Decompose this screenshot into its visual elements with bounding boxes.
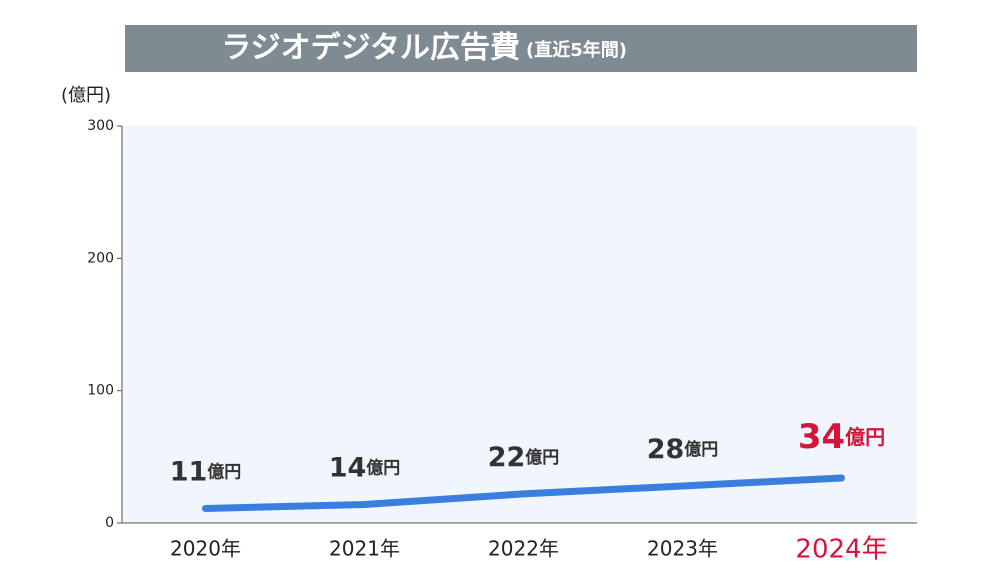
y-tick-label: 100 xyxy=(87,383,114,399)
value-label: 34億円 xyxy=(798,417,885,457)
y-tick-label: 200 xyxy=(87,250,114,266)
chart-title: ラジオデジタル広告費 xyxy=(221,31,520,66)
value-label: 14億円 xyxy=(329,452,401,483)
line-series xyxy=(202,474,845,512)
x-tick-label: 2021年 xyxy=(329,537,400,561)
x-tick-label: 2022年 xyxy=(488,537,559,561)
value-label: 28億円 xyxy=(647,433,719,464)
y-tick-label: 0 xyxy=(105,515,114,531)
plot-area xyxy=(122,126,917,523)
chart-subtitle: (直近5年間) xyxy=(526,39,627,61)
x-tick-label: 2023年 xyxy=(647,537,718,561)
value-label: 11億円 xyxy=(170,456,242,487)
title-bar xyxy=(125,25,917,72)
y-axis-label: (億円) xyxy=(61,85,111,106)
value-label: 22億円 xyxy=(488,441,560,472)
x-tick-label: 2024年 xyxy=(795,535,887,565)
y-tick-label: 300 xyxy=(87,118,114,134)
x-tick-label: 2020年 xyxy=(170,537,241,561)
